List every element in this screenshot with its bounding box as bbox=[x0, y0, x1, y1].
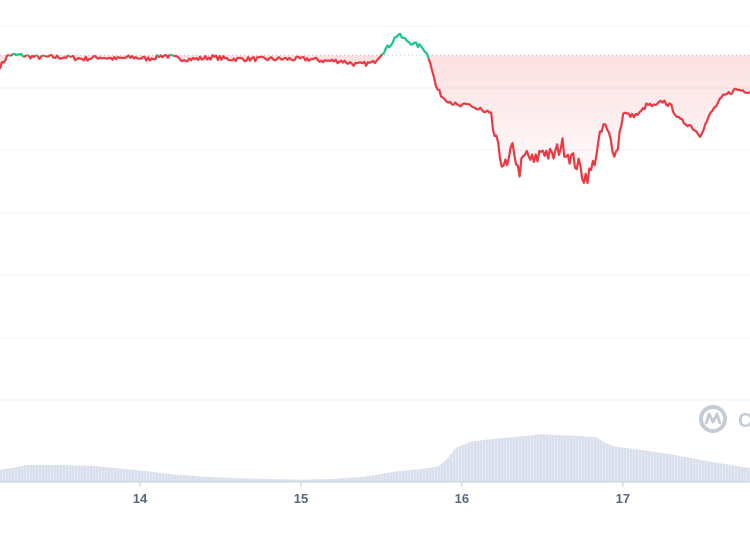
chart-grid bbox=[0, 25, 750, 401]
price-line-down-segment bbox=[427, 58, 750, 185]
watermark: C bbox=[699, 405, 750, 433]
price-line-up-segment bbox=[381, 32, 430, 59]
price-line-down-segment bbox=[158, 54, 171, 59]
price-line-down-segment bbox=[22, 54, 28, 58]
price-line-down-segment bbox=[69, 54, 159, 62]
price-line-up-segment bbox=[169, 53, 174, 57]
price-area-below-reference bbox=[0, 55, 750, 184]
watermark-text: C bbox=[738, 410, 750, 432]
price-line-up-segment bbox=[12, 52, 25, 58]
price-line-up-segment bbox=[35, 54, 38, 57]
price-line-up-segment bbox=[67, 54, 71, 58]
coinmarketcap-logo-icon bbox=[699, 405, 727, 433]
price-line bbox=[0, 32, 750, 185]
x-tick-label: 15 bbox=[294, 491, 308, 506]
coinmarketcap-logo-mark bbox=[704, 412, 722, 425]
price-line-up-segment bbox=[42, 54, 46, 58]
price-line-down-segment bbox=[44, 54, 69, 60]
x-tick-label: 17 bbox=[616, 491, 630, 506]
price-area bbox=[0, 55, 750, 184]
x-axis-ticks: 14 15 16 17 bbox=[133, 482, 630, 506]
volume-bars bbox=[0, 434, 750, 482]
price-line-down-segment bbox=[27, 54, 37, 60]
x-tick-label: 16 bbox=[455, 491, 469, 506]
price-line-down-segment bbox=[36, 54, 44, 60]
price-line-down-segment bbox=[172, 53, 383, 67]
price-line-down-segment bbox=[0, 54, 10, 70]
price-line-down-segment bbox=[9, 53, 14, 57]
price-line-up-segment bbox=[8, 54, 12, 57]
volume-area bbox=[0, 434, 750, 482]
x-tick-label: 14 bbox=[133, 491, 148, 506]
